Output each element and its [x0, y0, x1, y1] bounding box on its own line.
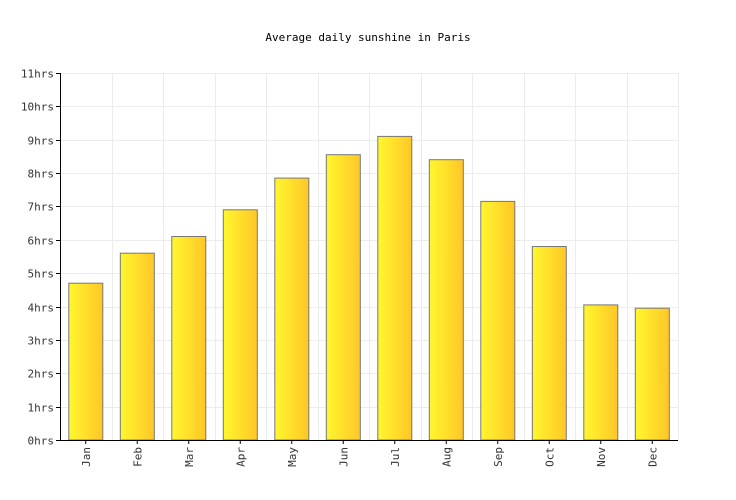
bar-jul	[377, 135, 413, 441]
y-tick-labels: 0hrs 1hrs 2hrs 3hrs 4hrs 5hrs 6hrs 7hrs 8hrs 9hrs…	[21, 68, 60, 448]
y-tick-label: 11hrs	[21, 68, 54, 81]
x-tick-label: Oct	[543, 447, 556, 467]
bar-aug	[428, 159, 464, 441]
chart-title: Average daily sunshine in Paris	[265, 31, 470, 44]
y-tick-label: 0hrs	[28, 435, 55, 448]
y-tick-label: 9hrs	[28, 135, 55, 148]
axes	[60, 73, 678, 441]
y-tick-label: 2hrs	[28, 368, 55, 381]
bar-jan	[68, 282, 104, 441]
bar-feb	[119, 252, 155, 441]
x-tick-label: May	[286, 447, 299, 467]
grid-lines	[60, 73, 679, 440]
y-tick-label: 8hrs	[28, 168, 55, 181]
y-tick-label: 4hrs	[28, 302, 55, 315]
bar-sep	[480, 200, 516, 441]
bar-nov	[583, 304, 619, 441]
y-tick-label: 10hrs	[21, 101, 54, 114]
bar-may	[274, 177, 310, 441]
x-tick-label: Jul	[389, 447, 402, 467]
bar-mar	[171, 236, 207, 441]
x-tick-label: Apr	[234, 447, 247, 467]
y-tick-label: 6hrs	[28, 235, 55, 248]
x-tick-label: Dec	[646, 447, 659, 467]
y-tick-label: 1hrs	[28, 402, 55, 415]
x-tick-labels: Jan Feb Mar Apr May Jun Jul Aug Sep Oct Nov Dec	[80, 440, 659, 467]
bar-series	[68, 135, 670, 441]
y-tick-label: 5hrs	[28, 268, 55, 281]
bar-apr	[222, 209, 258, 441]
x-tick-label: Aug	[440, 447, 453, 467]
x-tick-label: Nov	[595, 447, 608, 467]
x-tick-label: Feb	[131, 447, 144, 467]
x-tick-label: Jan	[80, 447, 93, 467]
x-tick-label: Jun	[337, 447, 350, 467]
bar-dec	[634, 307, 670, 441]
bar-jun	[325, 154, 361, 441]
x-tick-label: Sep	[492, 447, 505, 467]
bar-oct	[531, 246, 567, 441]
y-tick-label: 3hrs	[28, 335, 55, 348]
y-tick-label: 7hrs	[28, 201, 55, 214]
x-tick-label: Mar	[183, 447, 196, 467]
